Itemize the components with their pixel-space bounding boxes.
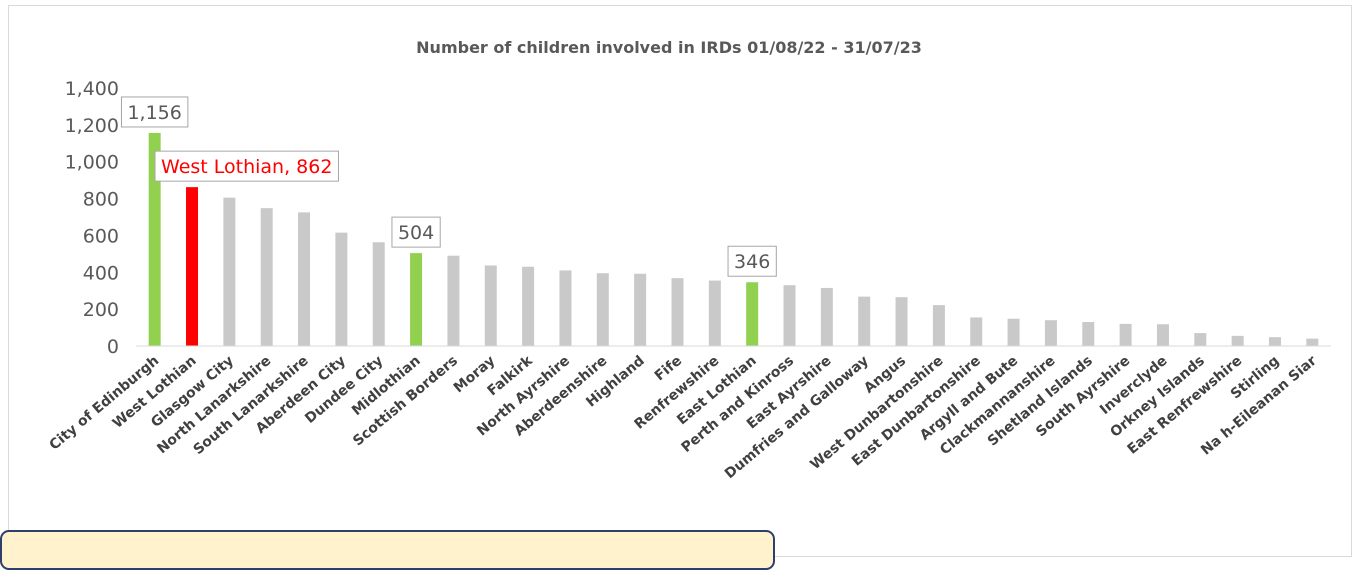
bar	[1306, 338, 1319, 346]
bar	[298, 212, 311, 346]
y-axis: 0 200 400 600 800 1,000 1,200 1,400	[65, 78, 119, 358]
data-label-box	[154, 150, 339, 182]
data-label-box	[391, 216, 441, 248]
data-label: 346	[727, 245, 777, 277]
data-label-text: 504	[398, 222, 434, 244]
y-tick-label: 600	[83, 225, 119, 247]
bar	[970, 317, 983, 346]
bar	[708, 280, 721, 346]
bar	[895, 297, 908, 346]
data-label: 1,156	[120, 96, 189, 128]
bar	[148, 132, 161, 346]
bar	[372, 242, 385, 346]
data-label: 504	[391, 216, 441, 248]
bar	[1082, 322, 1095, 346]
y-tick-label: 200	[83, 299, 119, 321]
bar	[559, 270, 572, 346]
data-label-text: West Lothian, 862	[161, 156, 332, 178]
bar-chart: Number of children involved in IRDs 01/0…	[47, 38, 1331, 482]
bar	[1119, 323, 1132, 346]
y-tick-label: 400	[83, 262, 119, 284]
bar	[223, 197, 236, 346]
bar	[932, 305, 945, 346]
data-label-text: 1,156	[127, 102, 181, 124]
data-label-box	[727, 245, 777, 277]
y-tick-label: 1,400	[65, 78, 119, 100]
bar	[1194, 333, 1207, 346]
bar	[410, 253, 423, 346]
bar	[1007, 318, 1020, 346]
bar	[858, 296, 871, 346]
y-tick-label: 0	[107, 336, 119, 358]
chart-frame: Number of children involved in IRDs 01/0…	[8, 5, 1352, 557]
data-label-text: 346	[734, 251, 770, 273]
chart-title: Number of children involved in IRDs 01/0…	[416, 38, 922, 57]
bar	[260, 208, 273, 346]
y-tick-label: 1,000	[65, 152, 119, 174]
bar	[1231, 335, 1244, 346]
bars	[148, 132, 1319, 346]
bar	[634, 273, 647, 346]
y-tick-label: 800	[83, 189, 119, 211]
bar	[186, 187, 199, 346]
bar	[1268, 337, 1281, 346]
bar	[783, 285, 796, 346]
bar	[522, 266, 535, 346]
bar	[447, 255, 460, 346]
data-label: West Lothian, 862	[154, 150, 339, 182]
bar	[1044, 320, 1057, 346]
bar	[1156, 324, 1169, 346]
bar	[671, 278, 684, 346]
bar	[484, 265, 497, 346]
bar	[596, 273, 609, 346]
note-box	[0, 530, 775, 570]
data-label-box	[120, 96, 189, 128]
bar	[820, 287, 833, 346]
data-labels: 1,156 West Lothian, 862 504 346	[120, 96, 777, 277]
bar	[746, 282, 759, 346]
bar	[335, 232, 348, 346]
y-tick-label: 1,200	[65, 115, 119, 137]
